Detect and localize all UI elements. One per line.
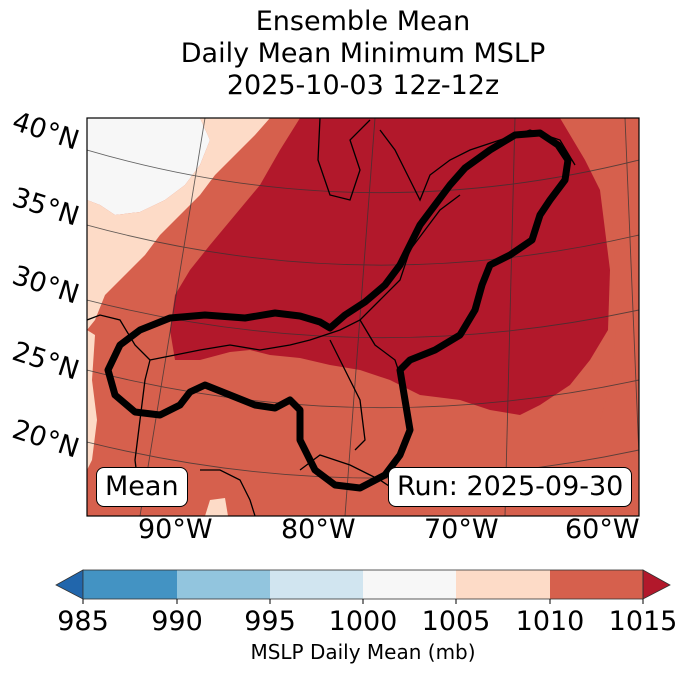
colorbar-over-extension xyxy=(642,569,671,600)
colorbar-tick-985: 985 xyxy=(57,606,109,637)
lon-label-90w: 90°W xyxy=(138,514,213,545)
colorbar-bin-1010-1015 xyxy=(550,570,643,599)
lon-label-70w: 70°W xyxy=(424,514,499,545)
run-date-box: Run: 2025-09-30 xyxy=(388,467,633,507)
field-over-1015 xyxy=(170,118,610,415)
title-line-1: Ensemble Mean xyxy=(255,6,471,37)
colorbar-bin-1000-1005 xyxy=(363,570,456,599)
colorbar-bin-990-995 xyxy=(177,570,270,599)
colorbar-bin-995-1000 xyxy=(270,570,363,599)
lon-label-80w: 80°W xyxy=(281,514,356,545)
mean-label-box: Mean xyxy=(96,467,188,507)
colorbar-tick-990: 990 xyxy=(151,606,203,637)
title-line-3: 2025-10-03 12z-12z xyxy=(226,70,500,101)
colorbar-bin-985-990 xyxy=(83,570,177,599)
colorbar-under-extension xyxy=(55,569,84,600)
field-1005-1010-west-edge xyxy=(87,330,97,470)
colorbar-tick-1005: 1005 xyxy=(421,606,491,637)
map-frame xyxy=(86,117,640,517)
lon-label-60w: 60°W xyxy=(565,514,640,545)
colorbar-ticks xyxy=(82,599,644,604)
contour-1015 xyxy=(104,129,572,492)
colorbar-label: MSLP Daily Mean (mb) xyxy=(250,640,476,664)
field-1010-1015-ne xyxy=(560,118,639,516)
colorbar-tick-1015: 1015 xyxy=(608,606,678,637)
colorbar-tick-995: 995 xyxy=(244,606,296,637)
colorbar xyxy=(55,569,671,604)
field-1005-1010-south-patch xyxy=(205,498,228,516)
title-line-2: Daily Mean Minimum MSLP xyxy=(180,38,546,69)
colorbar-bin-1005-1010 xyxy=(456,570,550,599)
colorbar-tick-1010: 1010 xyxy=(515,606,585,637)
field-1005-1010 xyxy=(87,118,270,330)
colorbar-tick-1000: 1000 xyxy=(328,606,398,637)
